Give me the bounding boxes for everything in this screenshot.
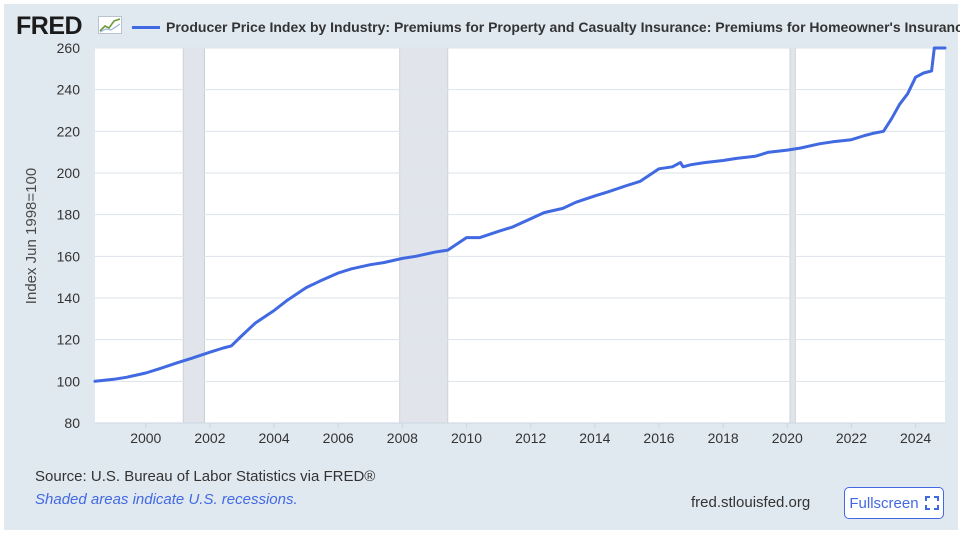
- x-tick-label: 2006: [323, 430, 354, 446]
- x-tick-label: 2000: [130, 430, 161, 446]
- x-tick-label: 2016: [643, 430, 674, 446]
- plot-area: [95, 48, 945, 423]
- expand-icon: [924, 496, 939, 510]
- y-tick-label: 260: [57, 40, 81, 56]
- y-tick-label: 120: [57, 332, 81, 348]
- y-tick-label: 100: [57, 373, 81, 389]
- x-tick-label: 2012: [515, 430, 546, 446]
- fullscreen-label: Fullscreen: [849, 494, 919, 512]
- x-tick-label: 2020: [772, 430, 803, 446]
- chart-frame: FRED Producer Price Index by Industry: P…: [4, 4, 960, 530]
- gridlines: [95, 47, 945, 424]
- x-tick-label: 2008: [387, 430, 418, 446]
- legend-swatch: [132, 25, 160, 29]
- recession-note: Shaded areas indicate U.S. recessions.: [35, 491, 298, 508]
- y-tick-label: 220: [57, 123, 81, 139]
- x-tick-label: 2002: [194, 430, 225, 446]
- legend-series-label: Producer Price Index by Industry: Premiu…: [166, 19, 960, 35]
- y-tick-label: 160: [57, 248, 81, 264]
- x-tick-label: 2010: [451, 430, 482, 446]
- recession-band: [399, 47, 449, 424]
- site-link[interactable]: fred.stlouisfed.org: [691, 494, 811, 511]
- recession-band: [789, 47, 796, 424]
- fred-sparkline-icon: [98, 16, 122, 34]
- x-tick-label: 2014: [579, 430, 610, 446]
- fullscreen-button[interactable]: Fullscreen: [844, 487, 944, 519]
- series-layer: [93, 46, 947, 383]
- x-axis: 2000 2002 2004 2006 2008 2010 2012 2014 2016 2018…: [95, 422, 945, 446]
- x-tick-label: 2024: [900, 430, 931, 446]
- y-tick-label: 180: [57, 207, 81, 223]
- x-tick-label: 2018: [708, 430, 739, 446]
- y-tick-label: 200: [57, 165, 81, 181]
- recession-band: [182, 47, 205, 424]
- y-tick-label: 140: [57, 290, 81, 306]
- chart-legend: Producer Price Index by Industry: Premiu…: [132, 19, 960, 35]
- fred-logo[interactable]: FRED: [16, 12, 83, 40]
- chart-header: FRED Producer Price Index by Industry: P…: [4, 10, 960, 40]
- y-axis-title: Index Jun 1998=100: [23, 168, 40, 304]
- y-tick-label: 80: [64, 415, 80, 431]
- x-tick-label: 2004: [259, 430, 290, 446]
- y-axis: 80 100 120 140 160 180 200 220 240 260: [57, 40, 81, 431]
- series-line: [93, 46, 947, 383]
- source-note: Source: U.S. Bureau of Labor Statistics …: [35, 468, 376, 485]
- y-tick-label: 240: [57, 82, 81, 98]
- x-tick-label: 2022: [836, 430, 867, 446]
